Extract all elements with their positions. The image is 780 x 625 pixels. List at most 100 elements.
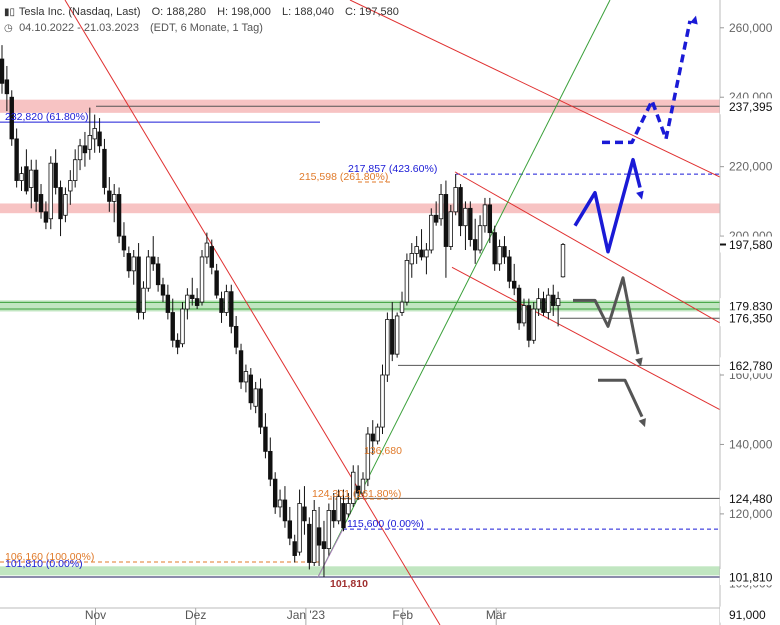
forecast-arrowhead-gray-upper <box>635 357 643 367</box>
annotation-label: 106,160 (100.00%) <box>5 551 94 563</box>
trendline-red-down <box>64 0 441 625</box>
candle-body <box>497 246 502 265</box>
candle-body <box>14 138 19 181</box>
candle-body <box>258 388 263 428</box>
clock-icon: ◷ <box>4 23 13 34</box>
level-tag-101810-box <box>720 569 780 586</box>
candle-body <box>443 194 449 247</box>
level-tag-237395-box <box>720 98 780 115</box>
candle-body <box>414 246 419 254</box>
annotation-label: 215,598 (261.80%) <box>299 171 388 183</box>
candle-body <box>355 485 361 494</box>
support-zone-103 <box>0 566 720 576</box>
forecast-arrowhead-blue-dashed <box>690 15 698 25</box>
candle-body <box>375 426 380 442</box>
candle-body <box>468 207 473 240</box>
candle-body <box>341 503 346 529</box>
x-tick-label: Jan '23 <box>287 608 326 622</box>
level-tag-91000: 91,000 <box>729 608 766 622</box>
candle-body <box>282 499 288 522</box>
candle-body <box>146 256 151 289</box>
candle-body <box>165 294 171 313</box>
candle-body <box>199 256 205 303</box>
candle-body <box>516 287 522 324</box>
candle-body <box>155 263 161 286</box>
candle-body <box>312 510 317 563</box>
candle-body <box>107 190 112 202</box>
forecast-arrow-blue-solid <box>573 157 642 254</box>
support-zone-180 <box>0 300 720 312</box>
close-value: C: 197,580 <box>345 6 399 18</box>
y-tick-label: 220,000 <box>729 160 773 174</box>
level-tag-179830: 179,830 <box>729 300 773 314</box>
candle-body <box>229 291 234 327</box>
candle-body <box>43 211 49 223</box>
trendline-green-up <box>317 0 611 578</box>
candle-body <box>487 204 493 234</box>
candle-body <box>502 246 507 258</box>
x-tick-label: Dez <box>185 608 206 622</box>
candle-body <box>380 374 385 428</box>
candle-body <box>263 426 268 452</box>
candle-body <box>521 305 527 324</box>
annotation-label: 124,301 (161.80%) <box>312 488 401 500</box>
candle-body <box>555 298 561 306</box>
candlestick-icon: ▮▯ <box>4 7 16 18</box>
candle-body <box>370 433 375 442</box>
candle-body <box>253 388 258 407</box>
forecast-arrowhead-gray-lower <box>638 418 646 428</box>
candle-body <box>24 166 29 192</box>
candle-body <box>448 211 453 247</box>
candle-body <box>365 433 371 480</box>
candle-body <box>141 287 146 313</box>
level-tag-179830-box <box>720 298 780 315</box>
candle-body <box>297 503 302 553</box>
candle-body <box>82 145 88 154</box>
candle-body <box>292 541 297 556</box>
x-tick-label: Feb <box>392 608 413 622</box>
candle-body <box>238 350 244 383</box>
candle-body <box>360 478 366 494</box>
forecast-arrow-blue-dashed <box>602 20 692 145</box>
level-tag-162780: 162,780 <box>729 359 773 373</box>
candle-body <box>321 541 327 550</box>
candle-body <box>219 298 224 313</box>
candle-body <box>536 298 541 310</box>
candle-body <box>351 471 356 504</box>
level-tag-162780-box <box>720 357 780 374</box>
forecast-arrowhead-blue-solid <box>636 190 644 200</box>
candle-body <box>102 148 107 188</box>
level-tag-101810: 101,810 <box>729 571 773 585</box>
chart-header: ▮▯ Tesla Inc. (Nasdaq, Last) O: 188,280 … <box>4 6 399 18</box>
candle-body <box>97 131 102 147</box>
candle-body <box>92 128 97 140</box>
level-tag-124480: 124,480 <box>729 492 773 506</box>
candle-body <box>121 235 127 251</box>
candle-body <box>233 325 239 348</box>
candle-body <box>477 225 483 251</box>
candle-body <box>399 301 405 313</box>
high-value: H: 198,000 <box>217 6 271 18</box>
candle-body <box>512 280 517 289</box>
candle-body <box>209 246 214 268</box>
candle-body <box>4 79 10 95</box>
candle-body <box>38 194 44 213</box>
annotation-label: 136,680 <box>364 445 402 457</box>
annotation-label: 217,857 (423.60%) <box>348 163 437 175</box>
candle-body <box>126 253 132 272</box>
candle-body <box>87 135 93 150</box>
forecast-arrow-gray-lower <box>598 378 644 418</box>
level-tag-91000-box <box>720 606 780 623</box>
candle-body <box>248 374 253 404</box>
candle-body <box>204 242 210 258</box>
candle-body <box>48 162 53 220</box>
annotation-label: 115,600 (0.00%) <box>347 518 424 530</box>
chart-settings: (EDT, 6 Monate, 1 Tag) <box>150 22 263 34</box>
level-tag-176350: 176,350 <box>729 312 773 326</box>
candle-body <box>336 496 341 522</box>
candle-body <box>0 58 5 84</box>
y-tick-label: 120,000 <box>729 507 773 521</box>
x-tick-label: Nov <box>85 608 106 622</box>
candle-body <box>307 523 312 563</box>
